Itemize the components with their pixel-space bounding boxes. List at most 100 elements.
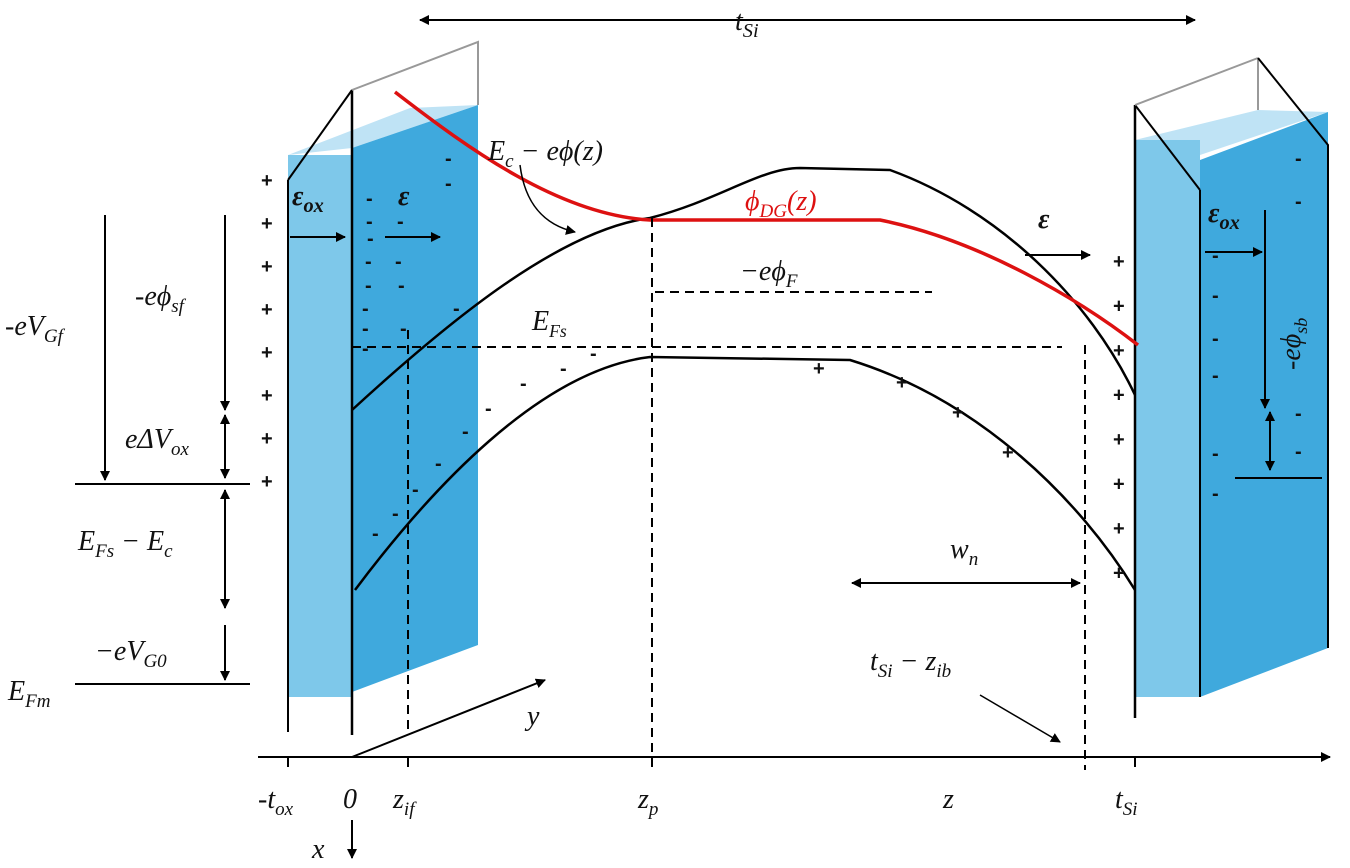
left-oxide bbox=[287, 40, 479, 735]
label-part: ε bbox=[1038, 204, 1050, 235]
label-part: 0 bbox=[343, 784, 357, 815]
label-part: − E bbox=[114, 526, 164, 557]
label-part: -eϕ bbox=[135, 281, 171, 312]
plus-charge: + bbox=[261, 428, 273, 450]
label-part: ϕ bbox=[745, 186, 760, 217]
label: εox bbox=[1208, 198, 1240, 234]
minus-charge: - bbox=[1212, 483, 1219, 505]
label-part: ε bbox=[292, 181, 304, 212]
plus-charge: + bbox=[1113, 429, 1125, 451]
plus-charge: + bbox=[1113, 251, 1125, 273]
minus-charge: - bbox=[398, 275, 405, 297]
plus-charge: + bbox=[813, 358, 825, 380]
label-part: y bbox=[524, 701, 540, 732]
minus-charge: - bbox=[1212, 365, 1219, 387]
minus-charge: - bbox=[445, 148, 452, 170]
label-part: −eV bbox=[95, 636, 146, 667]
label-part: G0 bbox=[143, 651, 167, 672]
label: eΔVox bbox=[125, 424, 189, 460]
label: zif bbox=[392, 784, 417, 820]
plus-charge: + bbox=[1113, 296, 1125, 318]
label-part: p bbox=[647, 799, 659, 820]
label: -eVGf bbox=[5, 311, 66, 347]
minus-charge: - bbox=[1212, 245, 1219, 267]
label: -tox bbox=[258, 784, 294, 820]
minus-charge: - bbox=[366, 188, 373, 210]
plus-charge: + bbox=[1113, 474, 1125, 496]
plus-charge: + bbox=[1113, 563, 1125, 585]
label: εox bbox=[292, 181, 324, 217]
label-part: t bbox=[735, 6, 744, 37]
label-part: c bbox=[505, 151, 514, 172]
minus-charge: - bbox=[362, 298, 369, 320]
label-part: sf bbox=[171, 296, 186, 317]
annotations bbox=[75, 15, 1322, 743]
minus-charge: - bbox=[453, 298, 460, 320]
minus-charge: - bbox=[1295, 148, 1302, 170]
plus-charge: + bbox=[896, 372, 908, 394]
label-part: − eϕ(z) bbox=[514, 136, 603, 167]
label: wn bbox=[950, 534, 978, 570]
plus-charge: + bbox=[261, 385, 273, 407]
label-part: − z bbox=[893, 646, 937, 677]
label: tSi − zib bbox=[870, 646, 951, 682]
label-part: z bbox=[392, 784, 404, 815]
label-part: ε bbox=[1208, 198, 1220, 229]
label: tSi bbox=[1115, 784, 1138, 820]
minus-charge: - bbox=[1295, 441, 1302, 463]
minus-charge: - bbox=[1295, 403, 1302, 425]
plus-charge: + bbox=[261, 213, 273, 235]
label: −eϕF bbox=[740, 256, 798, 292]
minus-charge: - bbox=[590, 343, 597, 365]
label-part: E bbox=[7, 676, 25, 707]
label-part: Si bbox=[743, 20, 759, 42]
minus-charge: - bbox=[520, 373, 527, 395]
minus-charge: - bbox=[366, 211, 373, 233]
label-part: z bbox=[942, 784, 954, 815]
label: zp bbox=[637, 784, 658, 820]
label: EFm bbox=[7, 676, 50, 712]
label-part: t bbox=[870, 646, 879, 677]
minus-charge: - bbox=[392, 503, 399, 525]
label-part: sb bbox=[1291, 318, 1311, 334]
label-part: ox bbox=[171, 439, 190, 460]
label-part: (z) bbox=[787, 186, 817, 217]
label-part: ox bbox=[275, 799, 294, 820]
label: −eVG0 bbox=[95, 636, 167, 672]
label: x bbox=[311, 834, 325, 865]
label-part: -t bbox=[258, 784, 276, 815]
label-part: -eϕ bbox=[1276, 334, 1307, 370]
minus-charge: - bbox=[560, 358, 567, 380]
plus-charge: + bbox=[952, 402, 964, 424]
minus-charge: - bbox=[400, 318, 407, 340]
label-part: Gf bbox=[44, 326, 66, 347]
label-part: Fs bbox=[94, 541, 114, 562]
label-part: z bbox=[637, 784, 649, 815]
minus-charge: - bbox=[372, 523, 379, 545]
plus-charge: + bbox=[261, 471, 273, 493]
label-part: ox bbox=[303, 195, 323, 217]
label-part: ib bbox=[936, 661, 951, 682]
plus-charge: + bbox=[1113, 340, 1125, 362]
plus-charge: + bbox=[1002, 442, 1014, 464]
label-part: Si bbox=[878, 661, 893, 682]
label-part: Fs bbox=[548, 321, 567, 341]
minus-charge: - bbox=[362, 318, 369, 340]
label: ε bbox=[1038, 204, 1050, 235]
label-part: if bbox=[404, 799, 417, 820]
label-part: −eϕ bbox=[740, 256, 786, 287]
label-part: Si bbox=[1123, 799, 1138, 820]
label: tSi bbox=[735, 6, 759, 42]
label: Ec − eϕ(z) bbox=[487, 136, 603, 172]
label-part: E bbox=[531, 306, 549, 337]
plus-charge: + bbox=[261, 170, 273, 192]
label-part: Fm bbox=[24, 691, 50, 712]
label-part: F bbox=[785, 271, 798, 292]
label-part: DG bbox=[759, 201, 788, 222]
label-part: ε bbox=[398, 181, 410, 212]
label: 0 bbox=[343, 784, 357, 815]
label: y bbox=[524, 701, 540, 732]
plus-charge: + bbox=[1113, 518, 1125, 540]
label-part: c bbox=[164, 541, 173, 562]
minus-charge: - bbox=[365, 275, 372, 297]
